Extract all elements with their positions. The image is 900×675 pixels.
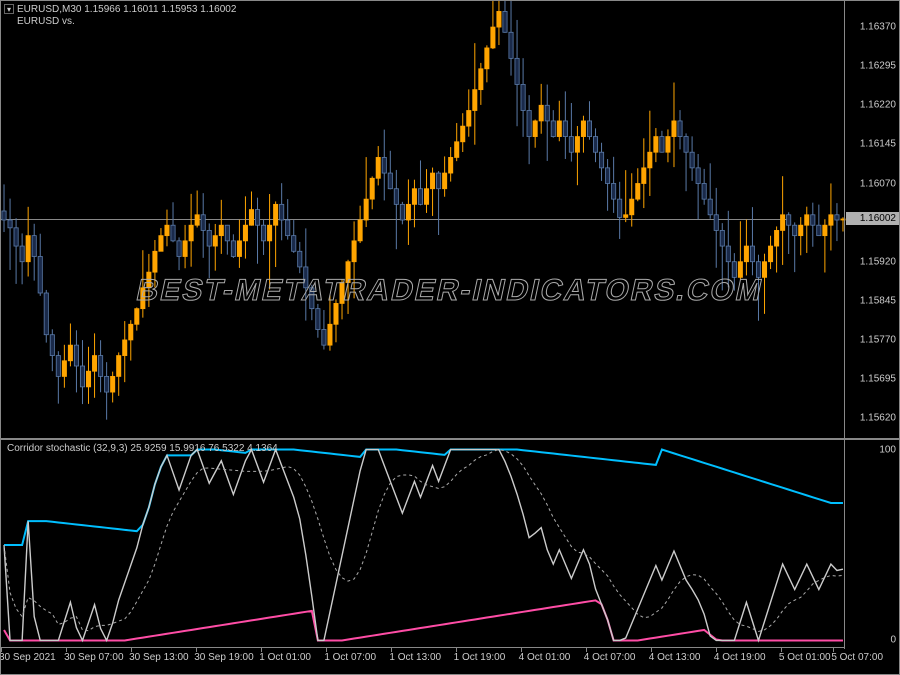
symbol-subtitle: EURUSD vs. [17,16,236,28]
price-y-tick: 1.16145 [860,139,896,150]
time-tick-label: 4 Oct 07:00 [584,652,636,663]
time-tick-label: 4 Oct 19:00 [714,652,766,663]
price-y-tick: 1.15695 [860,374,896,385]
time-tick-label: 1 Oct 13:00 [389,652,441,663]
price-panel[interactable]: ▾ EURUSD,M30 1.15966 1.16011 1.15953 1.1… [1,1,899,439]
current-price-marker: 1.16002 [846,212,899,225]
price-y-axis: 1.15620 1.15695 1.15770 1.15845 1.15920 1.160… [844,1,899,438]
chart-window[interactable]: ▾ EURUSD,M30 1.15966 1.16011 1.15953 1.1… [0,0,900,675]
symbol-ohlc-line: EURUSD,M30 1.15966 1.16011 1.15953 1.160… [17,4,236,16]
indicator-y-tick: 100 [879,444,896,455]
time-tick-label: 1 Oct 07:00 [324,652,376,663]
price-y-tick: 1.16295 [860,61,896,72]
price-y-tick: 1.16370 [860,22,896,33]
time-tick-label: 1 Oct 19:00 [454,652,506,663]
time-tick-label: 5 Oct 01:00 [779,652,831,663]
indicator-chart-area[interactable] [1,440,844,649]
price-y-tick: 1.15620 [860,413,896,424]
indicator-y-tick: 0 [890,635,896,646]
price-y-tick: 1.15920 [860,256,896,267]
time-axis: 30 Sep 2021 30 Sep 07:00 30 Sep 13:00 30 Se… [1,647,844,674]
price-y-tick: 1.15770 [860,334,896,345]
indicator-header: Corridor stochastic (32,9,3) 25.9259 15.… [7,443,278,455]
time-tick-label: 1 Oct 01:00 [259,652,311,663]
price-y-tick: 1.16070 [860,178,896,189]
time-tick-label: 30 Sep 2021 [0,652,56,663]
candlestick-svg [1,1,846,439]
panel-toggle-icon[interactable]: ▾ [4,4,14,14]
time-tick-label: 30 Sep 13:00 [129,652,189,663]
indicator-svg [1,440,846,650]
time-tick-label: 30 Sep 19:00 [194,652,254,663]
price-chart-area[interactable] [1,1,844,438]
time-tick-label: 4 Oct 01:00 [519,652,571,663]
price-y-tick: 1.16220 [860,100,896,111]
time-tick-label: 5 Oct 07:00 [831,652,883,663]
time-tick-label: 4 Oct 13:00 [649,652,701,663]
indicator-y-axis: 0 100 [844,440,899,649]
indicator-panel[interactable]: Corridor stochastic (32,9,3) 25.9259 15.… [1,439,899,649]
time-tick-label: 30 Sep 07:00 [64,652,124,663]
symbol-header: EURUSD,M30 1.15966 1.16011 1.15953 1.160… [17,4,236,28]
price-y-tick: 1.15845 [860,295,896,306]
